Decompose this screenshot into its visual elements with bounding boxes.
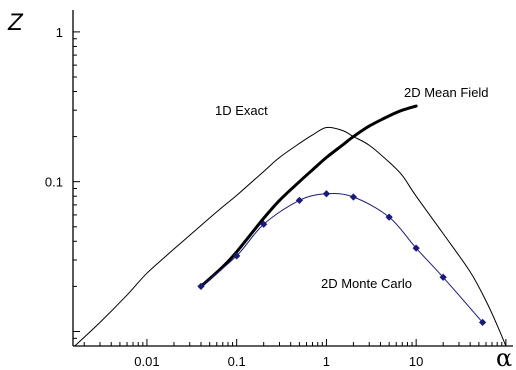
data-point	[385, 213, 393, 221]
labels-layer: 0.01 0.1 1 10 0.1 1 Zα 1D Exact 2D Mean Field 2D …	[7, 9, 512, 370]
series-layer	[74, 104, 507, 346]
series-label: 2D Mean Field	[404, 85, 489, 100]
series-label: 2D Monte Carlo	[321, 276, 412, 291]
y-tick-label: 0.1	[45, 175, 63, 190]
series-line	[199, 104, 418, 288]
data-point	[260, 220, 268, 228]
series-line	[74, 126, 507, 346]
x-tick-label: 1	[323, 354, 330, 369]
x-tick-label: 10	[409, 354, 423, 369]
y-axis-label: Z	[7, 9, 24, 36]
x-tick-label: 0.01	[134, 354, 159, 369]
data-point	[322, 190, 331, 198]
x-axis-label: α	[496, 344, 512, 370]
series-2d-mean-field	[199, 104, 418, 288]
series-label: 1D Exact	[215, 103, 268, 118]
data-point	[478, 318, 487, 327]
data-point	[439, 273, 447, 281]
data-point	[349, 193, 358, 201]
data-point	[233, 252, 241, 260]
axes	[72, 10, 513, 347]
data-point	[412, 244, 420, 252]
y-tick-label: 1	[56, 25, 63, 40]
series-1d-exact	[74, 126, 507, 346]
series-2d-monte-carlo	[197, 190, 487, 327]
data-point	[295, 196, 304, 205]
x-tick-label: 0.1	[228, 354, 246, 369]
data-point	[197, 282, 205, 291]
series-line	[200, 193, 484, 323]
